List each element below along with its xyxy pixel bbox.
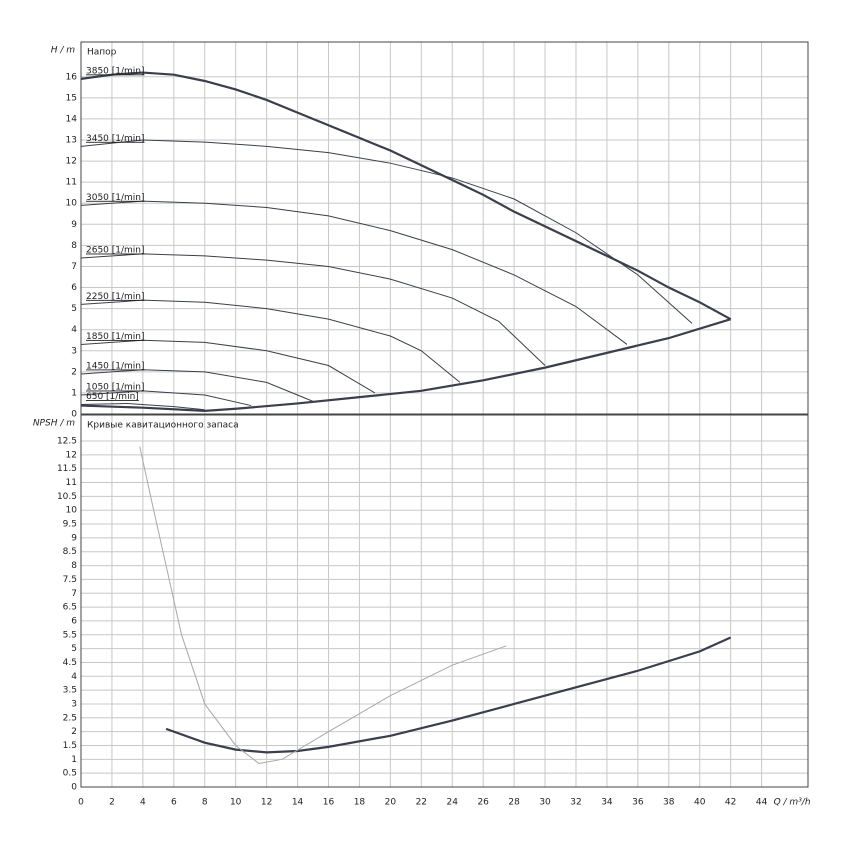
curve <box>80 71 732 321</box>
speed-label: 1850 [1/min] <box>86 332 145 342</box>
panel-title: Кривые кавитационного запаса <box>87 421 239 431</box>
speed-label: 3850 [1/min] <box>86 66 145 76</box>
y-tick-label: 10.5 <box>57 492 77 502</box>
curve <box>139 446 507 765</box>
y-tick-label: 9.5 <box>63 520 77 530</box>
y-tick-label: 13 <box>66 136 77 146</box>
y-tick-label: 5 <box>71 304 77 314</box>
curve <box>80 200 628 345</box>
curve <box>80 139 693 324</box>
speed-label: 2650 [1/min] <box>86 246 145 256</box>
y-tick-label: 7.5 <box>63 575 77 585</box>
y-tick-label: 15 <box>66 93 77 103</box>
y-tick-label: 11 <box>66 178 77 188</box>
y-tick-label: 12 <box>66 450 77 460</box>
y-tick-label: 14 <box>66 114 78 124</box>
panel-title: Напор <box>87 48 117 58</box>
x-tick-label: 22 <box>416 798 427 808</box>
plot-frame <box>80 414 809 788</box>
curve <box>80 402 205 411</box>
curve <box>80 299 461 383</box>
y-tick-label: 4.5 <box>63 658 77 668</box>
x-tick-label: 40 <box>694 798 706 808</box>
x-tick-label: 34 <box>601 798 613 808</box>
curve <box>80 318 731 412</box>
y-tick-label: 12.5 <box>57 437 77 447</box>
y-tick-label: 4 <box>71 672 77 682</box>
x-tick-label: 30 <box>539 798 551 808</box>
y-axis-label: NPSH / m <box>33 419 75 429</box>
x-tick-label: 28 <box>508 798 520 808</box>
x-tick-label: 4 <box>140 798 146 808</box>
y-tick-label: 6 <box>71 283 77 293</box>
y-tick-label: 8 <box>71 561 77 571</box>
y-tick-label: 0 <box>71 783 77 793</box>
y-tick-label: 7 <box>71 262 77 272</box>
y-tick-label: 10 <box>66 506 78 516</box>
curve <box>80 390 252 407</box>
curve <box>80 72 174 80</box>
y-tick-label: 8.5 <box>63 547 77 557</box>
y-tick-label: 9 <box>71 533 77 543</box>
x-tick-label: 38 <box>663 798 675 808</box>
x-tick-label: 26 <box>477 798 489 808</box>
speed-label: 3450 [1/min] <box>86 134 145 144</box>
speed-label: 1050 [1/min] <box>86 383 145 393</box>
x-tick-label: 14 <box>292 798 304 808</box>
y-tick-label: 0.5 <box>63 769 77 779</box>
x-tick-label: 18 <box>354 798 366 808</box>
y-tick-label: 2 <box>71 727 77 737</box>
y-tick-label: 3.5 <box>63 686 77 696</box>
curve <box>80 369 314 402</box>
x-tick-label: 2 <box>109 798 115 808</box>
speed-label: 1450 [1/min] <box>86 361 145 371</box>
y-tick-label: 11.5 <box>57 464 77 474</box>
x-tick-label: 20 <box>385 798 397 808</box>
y-axis-label: H / m <box>51 46 76 56</box>
x-tick-label: 42 <box>725 798 736 808</box>
y-tick-label: 10 <box>66 199 78 209</box>
y-tick-label: 16 <box>66 72 78 82</box>
plot-frame <box>80 41 809 415</box>
y-tick-label: 3 <box>71 346 77 356</box>
y-tick-label: 8 <box>71 241 77 251</box>
x-tick-label: 0 <box>78 798 84 808</box>
y-tick-label: 2 <box>71 367 77 377</box>
y-tick-label: 2.5 <box>63 713 77 723</box>
y-tick-label: 5 <box>71 644 77 654</box>
y-tick-label: 3 <box>71 699 77 709</box>
x-tick-label: 12 <box>261 798 272 808</box>
curve <box>80 253 546 366</box>
y-tick-label: 9 <box>71 220 77 230</box>
y-tick-label: 0 <box>71 410 77 420</box>
x-tick-label: 8 <box>202 798 208 808</box>
y-tick-label: 12 <box>66 157 77 167</box>
x-tick-label: 36 <box>632 798 644 808</box>
y-tick-label: 1 <box>71 388 77 398</box>
y-tick-label: 11 <box>66 478 77 488</box>
x-tick-label: 10 <box>230 798 242 808</box>
speed-label: 3050 [1/min] <box>86 193 145 203</box>
y-tick-label: 6.5 <box>63 603 77 613</box>
speed-label: 2250 [1/min] <box>86 292 145 302</box>
x-tick-label: 16 <box>323 798 335 808</box>
curve <box>165 636 732 754</box>
curve <box>80 339 376 394</box>
y-tick-label: 5.5 <box>63 630 77 640</box>
y-tick-label: 1 <box>71 755 77 765</box>
y-tick-label: 7 <box>71 589 77 599</box>
y-tick-label: 1.5 <box>63 741 77 751</box>
x-tick-label: 24 <box>447 798 459 808</box>
speed-label: 650 [1/min] <box>86 392 139 402</box>
y-tick-label: 4 <box>71 325 77 335</box>
x-tick-label: 6 <box>171 798 177 808</box>
y-tick-label: 6 <box>71 616 77 626</box>
x-tick-label: 32 <box>570 798 581 808</box>
x-axis-label: Q / m³/h <box>774 798 811 808</box>
x-tick-label: 44 <box>756 798 768 808</box>
